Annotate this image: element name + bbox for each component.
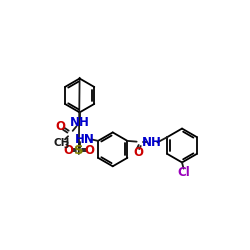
Text: O: O [55,120,65,133]
Text: O: O [63,144,73,156]
Text: HN: HN [75,133,95,146]
Text: NH: NH [142,136,162,149]
Text: NH: NH [70,116,89,129]
Text: Cl: Cl [177,166,190,179]
Text: O: O [133,146,143,159]
Text: 3: 3 [64,141,69,150]
Text: O: O [84,144,94,156]
Text: CH: CH [54,138,70,148]
Text: S: S [74,144,84,156]
